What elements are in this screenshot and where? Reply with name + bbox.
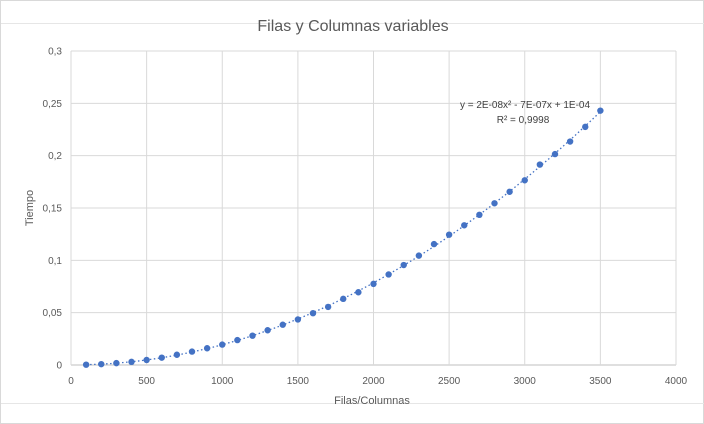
data-point <box>82 361 90 368</box>
y-tick-label: 0,1 <box>48 256 62 267</box>
data-point <box>98 360 105 368</box>
data-point <box>536 161 544 168</box>
trendline-r-squared: R² = 0,9998 <box>497 115 550 126</box>
x-tick-label: 1000 <box>211 376 234 387</box>
x-tick-label: 0 <box>68 376 74 387</box>
data-point <box>461 222 468 229</box>
data-point <box>445 231 453 238</box>
data-point <box>324 303 332 311</box>
data-point <box>597 107 604 114</box>
trendline-equation: y = 2E-08x² - 7E-07x + 1E-04 <box>460 100 591 111</box>
x-tick-label: 500 <box>138 376 155 387</box>
x-tick-label: 4000 <box>665 376 688 387</box>
data-point <box>249 332 256 339</box>
x-tick-label: 3500 <box>589 376 612 387</box>
data-point <box>551 150 559 158</box>
chart-title: Filas y Columnas variables <box>257 18 448 35</box>
sheet-gridline <box>1 403 704 404</box>
data-point <box>128 358 135 366</box>
y-axis-ticks: 0 0,05 0,1 0,15 0,2 0,25 0,3 <box>43 47 63 372</box>
x-tick-label: 2500 <box>438 376 461 387</box>
data-point <box>506 188 513 195</box>
data-point <box>279 321 286 328</box>
data-point <box>566 138 574 145</box>
data-point <box>309 309 317 317</box>
data-point <box>294 316 302 323</box>
x-tick-label: 2000 <box>362 376 385 387</box>
y-tick-label: 0,15 <box>43 204 63 215</box>
data-point <box>173 351 181 358</box>
y-tick-label: 0,3 <box>48 47 62 58</box>
data-point <box>188 348 196 355</box>
data-point <box>415 252 423 259</box>
data-point <box>521 177 528 184</box>
data-point <box>476 211 483 219</box>
data-point <box>158 354 165 361</box>
sheet-gridline <box>1 23 704 24</box>
y-axis-label: Tiempo <box>24 190 36 226</box>
trendline <box>86 111 601 366</box>
gridlines <box>70 50 677 366</box>
data-point <box>355 289 362 296</box>
data-point <box>234 336 241 344</box>
data-point <box>203 345 211 352</box>
data-point <box>370 280 377 288</box>
data-point <box>400 261 407 269</box>
data-point <box>219 341 226 348</box>
data-point <box>491 200 498 207</box>
x-tick-label: 3000 <box>514 376 537 387</box>
y-tick-label: 0,25 <box>43 99 63 110</box>
x-axis-ticks: 0 500 1000 1500 2000 2500 3000 3500 4000 <box>68 376 687 387</box>
y-tick-label: 0,2 <box>48 151 62 162</box>
data-point <box>264 327 271 334</box>
x-axis-label: Filas/Columnas <box>334 395 410 407</box>
x-tick-label: 1500 <box>287 376 310 387</box>
data-points <box>82 107 604 368</box>
y-tick-label: 0,05 <box>43 308 63 319</box>
y-tick-label: 0 <box>56 361 62 372</box>
data-point <box>385 271 392 278</box>
data-point <box>340 295 347 303</box>
data-point <box>113 359 120 367</box>
data-point <box>582 123 589 131</box>
data-point <box>430 240 438 248</box>
data-point <box>143 356 150 364</box>
